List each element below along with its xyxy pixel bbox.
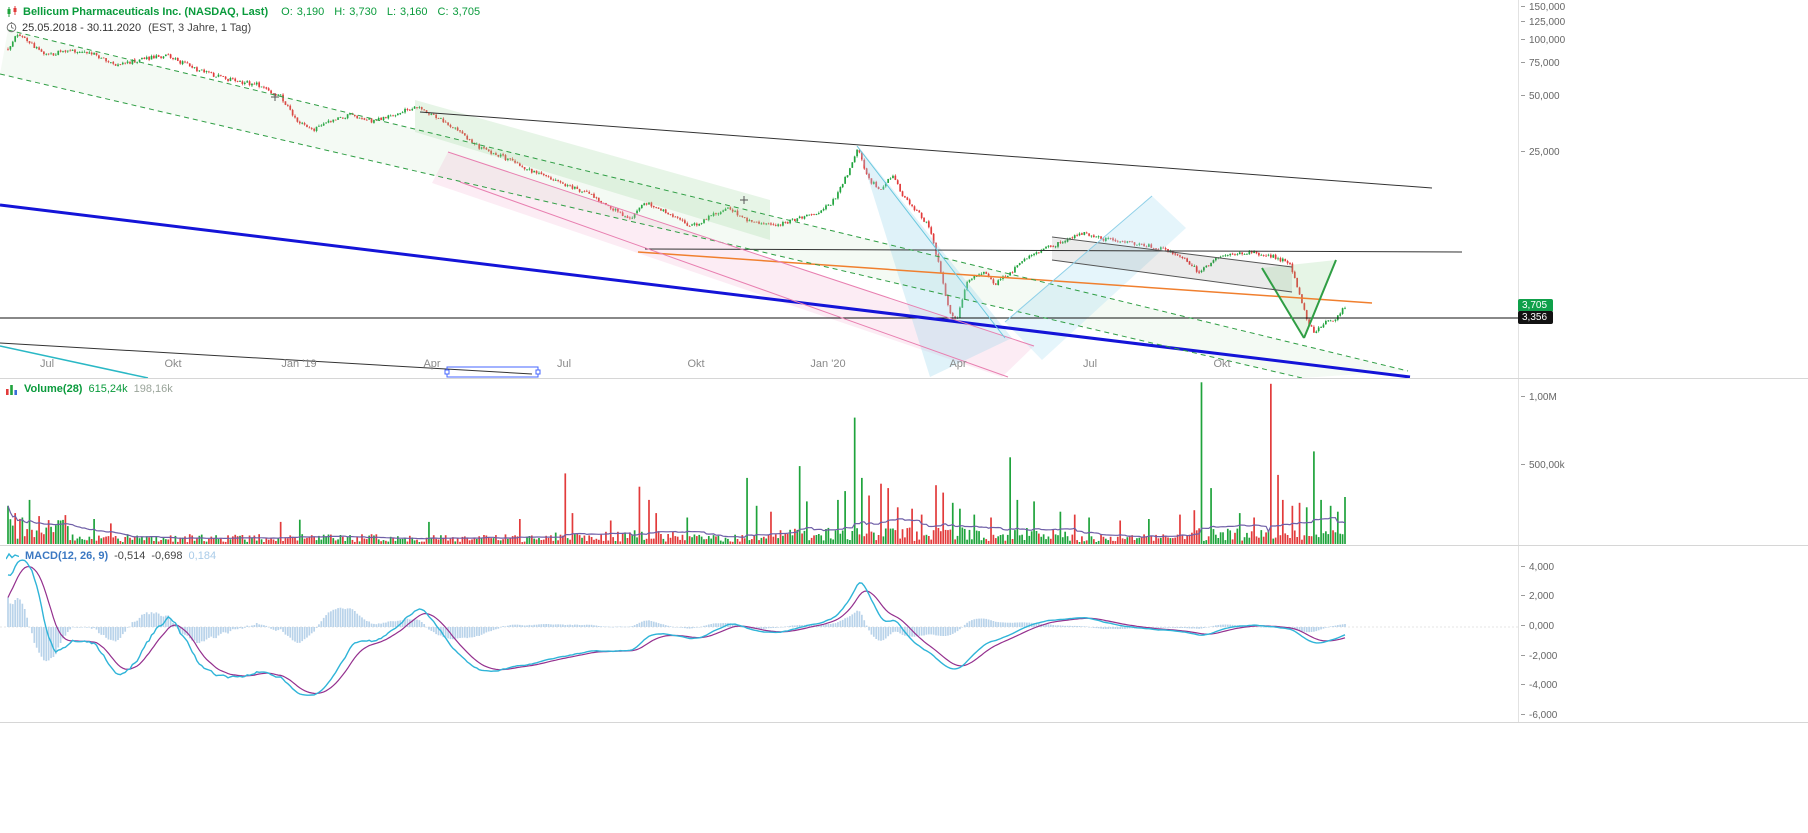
axis-tick-label: -6,000 (1521, 710, 1557, 722)
panel-separator[interactable] (0, 722, 1808, 723)
axis-divider (1518, 0, 1519, 722)
selected-drawing-box[interactable] (444, 366, 541, 378)
price-chart-canvas[interactable] (0, 0, 1518, 378)
macd-panel: 4,000 2,000 0,000 -2,000 -4,000 -6,000 (0, 545, 1808, 722)
volume-panel: 1,00M 500,00k (0, 378, 1808, 545)
axis-tick-label: 1,00M (1521, 392, 1557, 404)
candles-layer (7, 33, 1346, 334)
price-axis-gutter[interactable]: 150,000 125,000 100,000 75,000 50,000 25,000 (1519, 0, 1808, 378)
axis-tick-label: 25,000 (1521, 147, 1560, 159)
macd-axis-gutter[interactable]: 4,000 2,000 0,000 -2,000 -4,000 -6,000 (1519, 545, 1808, 722)
panel-separator[interactable] (0, 378, 1808, 379)
macd-chart-canvas[interactable] (0, 545, 1518, 722)
axis-tick-label: 150,000 (1521, 2, 1565, 14)
line-price-badge: 3,356 (1518, 311, 1554, 324)
panel-separator[interactable] (0, 545, 1808, 546)
axis-tick-label: 100,000 (1521, 35, 1565, 47)
price-panel: Bellicum Pharmaceuticals Inc. (NASDAQ, L… (0, 0, 1808, 378)
drawing-shapes-layer (0, 30, 1408, 378)
axis-tick-label: -4,000 (1521, 680, 1557, 692)
volume-bars-layer (7, 382, 1346, 545)
volume-axis-gutter[interactable]: 1,00M 500,00k (1519, 378, 1808, 545)
axis-tick-label: 125,000 (1521, 17, 1565, 29)
last-price-badge: 3,705 (1518, 299, 1554, 312)
macd-histogram-layer (7, 597, 1346, 662)
volume-chart-canvas[interactable] (0, 378, 1518, 545)
anchor-markers-layer (271, 93, 748, 204)
axis-tick-label: 500,00k (1521, 460, 1565, 472)
trendlines-layer (0, 29, 1518, 378)
axis-tick-label: -2,000 (1521, 651, 1557, 663)
axis-tick-label: 75,000 (1521, 58, 1560, 70)
axis-tick-label: 2,000 (1521, 591, 1554, 603)
axis-tick-label: 4,000 (1521, 562, 1554, 574)
axis-tick-label: 50,000 (1521, 91, 1560, 103)
axis-tick-label: 0,000 (1521, 621, 1554, 633)
macd-main-line (7, 559, 1346, 696)
volume-ma-line (7, 505, 1346, 540)
